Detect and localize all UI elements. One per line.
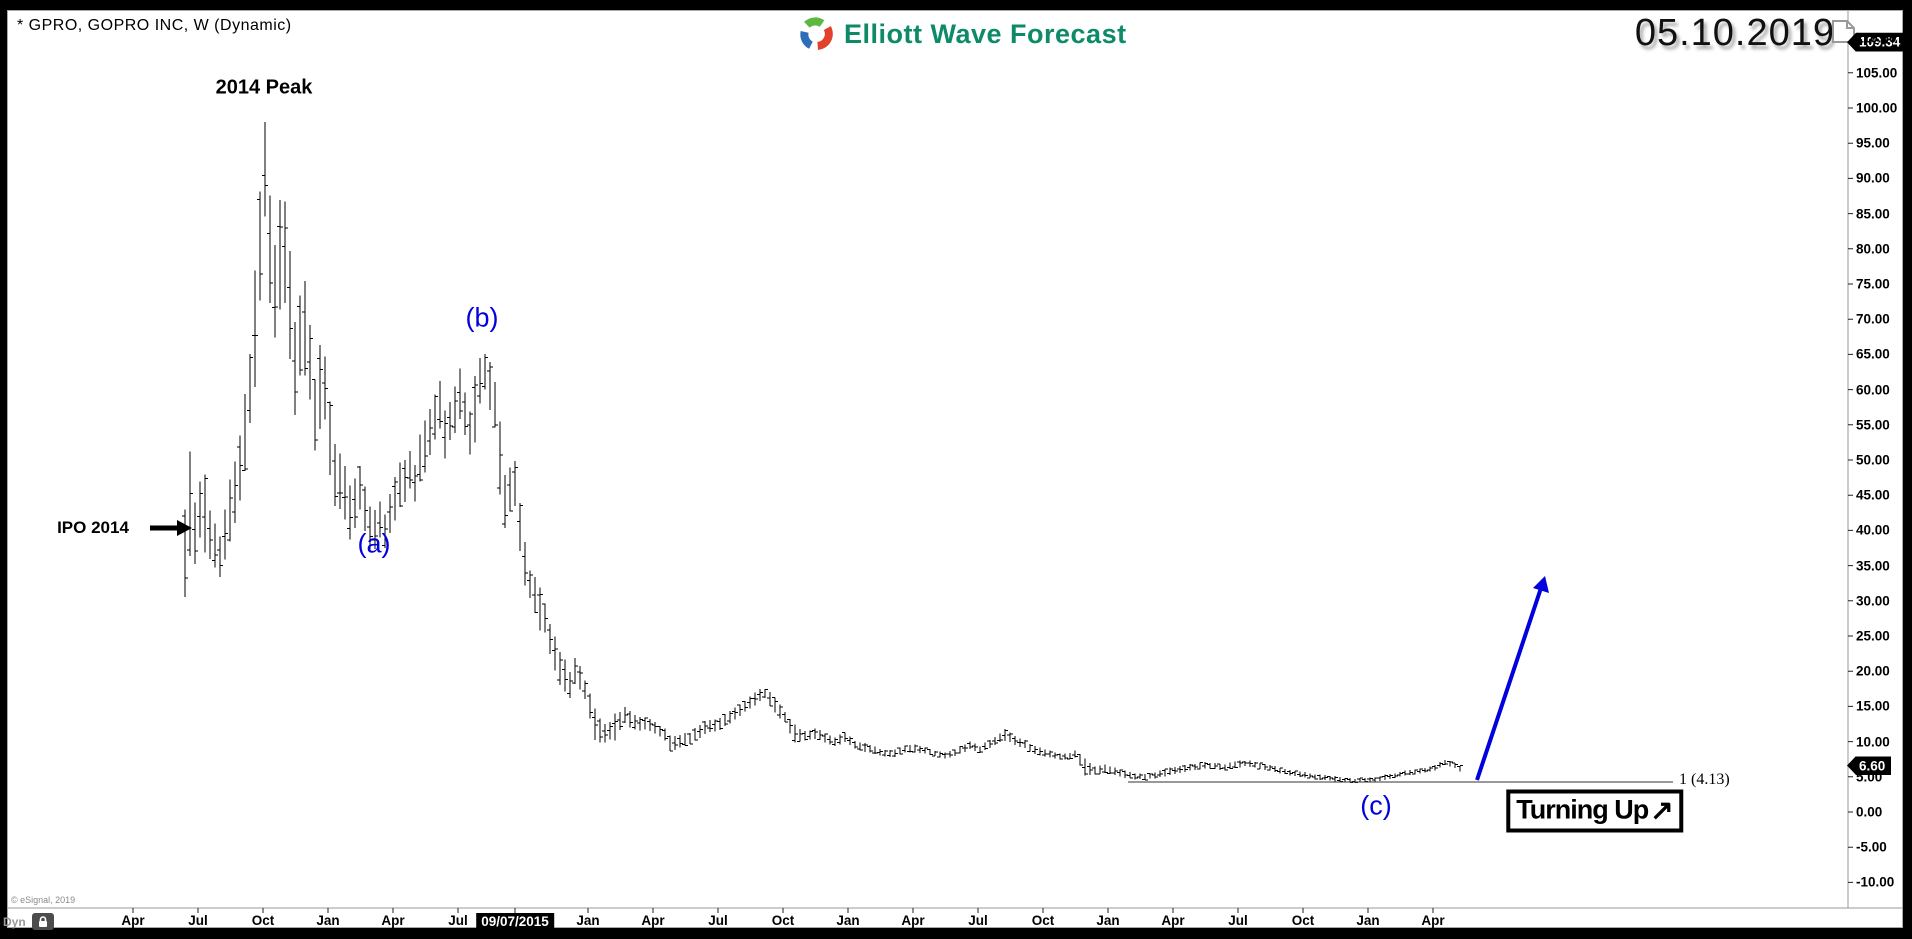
- turning-up-text: Turning Up: [1516, 794, 1649, 825]
- x-axis-tick-label: Jul: [708, 913, 728, 928]
- annotation-wave-b: (b): [465, 302, 499, 333]
- y-axis-tick-label: 45.00: [1856, 487, 1890, 503]
- y-axis-tick-label: 0.00: [1856, 804, 1883, 820]
- y-axis-tick-label: 85.00: [1856, 206, 1890, 222]
- y-axis-tick-label: 50.00: [1856, 452, 1890, 468]
- y-axis-tick-label: 55.00: [1856, 417, 1890, 433]
- price-tag-last: 6.60: [1847, 756, 1892, 776]
- x-axis-tick-label: Apr: [641, 913, 665, 928]
- x-axis-tick-label: Apr: [381, 913, 405, 928]
- annotation-2014-peak: 2014 Peak: [215, 76, 313, 99]
- y-axis-tick-label: 80.00: [1856, 241, 1890, 257]
- x-axis-tick-label: Jan: [576, 913, 600, 928]
- x-axis-tick-label: Apr: [121, 913, 145, 928]
- x-axis-tick-label: Jul: [188, 913, 208, 928]
- x-axis-tick-label: Jan: [836, 913, 860, 928]
- y-axis-tick-label: 30.00: [1856, 593, 1890, 609]
- y-axis-tick-label: -5.00: [1856, 839, 1887, 855]
- chart-canvas: [7, 10, 1903, 928]
- price-tag-high: 109.34: [1847, 32, 1907, 52]
- x-axis-tick-label: Oct: [771, 913, 795, 928]
- y-axis-tick-label: 95.00: [1856, 135, 1890, 151]
- brand-logo: Elliott Wave Forecast: [796, 14, 1127, 54]
- turning-up-callout: Turning Up ↗: [1506, 789, 1684, 833]
- esignal-copyright: © eSignal, 2019: [11, 895, 76, 905]
- x-axis-tick-label: Jul: [448, 913, 468, 928]
- annotation-wave-a: (a): [357, 528, 391, 559]
- y-axis-tick-label: 70.00: [1856, 311, 1890, 327]
- dynamic-mode-label: Dyn: [3, 915, 26, 929]
- x-axis-tick-label: Jul: [1228, 913, 1248, 928]
- date-label: 05.10.2019: [1634, 12, 1835, 54]
- y-axis-tick-label: -10.00: [1856, 874, 1895, 890]
- y-axis-tick-label: 35.00: [1856, 558, 1890, 574]
- annotation-wave-c: (c): [1360, 790, 1392, 821]
- x-axis-tick-label: Apr: [1161, 913, 1185, 928]
- y-axis-tick-label: 75.00: [1856, 276, 1890, 292]
- northeast-arrow-icon: ↗: [1650, 794, 1674, 826]
- annotation-wave-1-price: 1 (4.13): [1679, 771, 1730, 788]
- brand-name: Elliott Wave Forecast: [844, 18, 1127, 49]
- y-axis-tick-label: 15.00: [1856, 698, 1890, 714]
- annotation-ipo-2014: IPO 2014: [57, 518, 129, 537]
- x-axis-tick-label: Jan: [1096, 913, 1120, 928]
- lock-icon[interactable]: [32, 913, 54, 930]
- x-axis-tick-label: Jul: [968, 913, 988, 928]
- y-axis-tick-label: 20.00: [1856, 663, 1890, 679]
- x-axis-tick-label: Jan: [316, 913, 340, 928]
- y-axis-tick-label: 65.00: [1856, 346, 1890, 362]
- x-axis-tick-label: Jan: [1356, 913, 1380, 928]
- y-axis-tick-label: 105.00: [1856, 65, 1898, 81]
- y-axis-tick-label: 5.00: [1856, 769, 1883, 785]
- x-axis-tick-label: Oct: [1031, 913, 1055, 928]
- x-axis-tick-label: Apr: [901, 913, 925, 928]
- x-axis-tick-label: Apr: [1421, 913, 1445, 928]
- x-axis-tick-label: Oct: [1291, 913, 1315, 928]
- symbol-title: * GPRO, GOPRO INC, W (Dynamic): [17, 17, 292, 34]
- brand-swirl-icon: [800, 17, 833, 50]
- x-axis-selected-date: 09/07/2015: [476, 913, 554, 930]
- y-axis-tick-label: 110.00: [1856, 30, 1897, 46]
- x-axis-tick-label: Oct: [251, 913, 275, 928]
- y-axis-tick-label: 25.00: [1856, 628, 1890, 644]
- y-axis-tick-label: 10.00: [1856, 734, 1890, 750]
- y-axis-tick-label: 40.00: [1856, 522, 1890, 538]
- y-axis-tick-label: 100.00: [1856, 100, 1898, 116]
- y-axis-tick-label: 60.00: [1856, 382, 1890, 398]
- y-axis-tick-label: 90.00: [1856, 170, 1890, 186]
